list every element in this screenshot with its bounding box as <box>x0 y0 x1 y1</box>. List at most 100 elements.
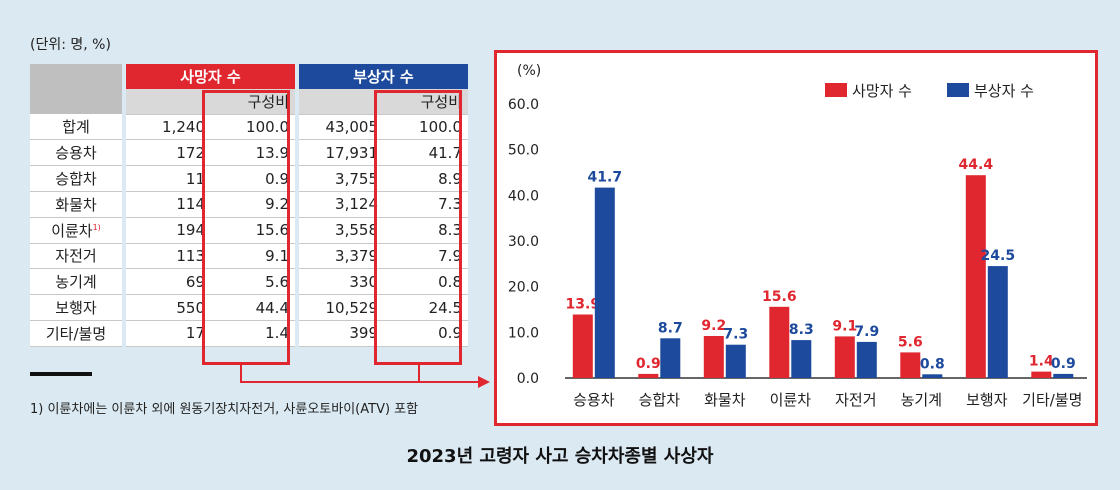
y-tick-label: 40.0 <box>508 188 539 204</box>
data-label-deaths: 5.6 <box>898 334 923 350</box>
arrow-right-icon <box>478 376 490 388</box>
table-row: 기타/불명 17 1.4 399 0.9 <box>30 320 468 347</box>
category-cell: 농기계 <box>30 268 122 296</box>
deaths-cell: 11 <box>126 165 211 192</box>
connector-line <box>240 381 480 383</box>
y-tick-label: 60.0 <box>508 97 539 113</box>
table-header-row: 사망자 수 부상자 수 <box>30 64 468 115</box>
data-label-deaths: 9.2 <box>701 318 726 334</box>
deaths-ratio-cell: 1.4 <box>211 320 295 347</box>
injuries-cell: 3,558 <box>299 217 384 244</box>
category-header <box>30 64 122 115</box>
deaths-cell: 1,240 <box>126 114 211 141</box>
bar-chart: (%) 0.0 10.0 20.0 30.0 40.0 50.0 60.0 13.9 41.7… <box>508 63 1087 409</box>
injuries-ratio-cell: 41.7 <box>384 139 468 167</box>
injuries-cell: 3,379 <box>299 243 384 270</box>
x-tick-label: 농기계 <box>901 391 942 409</box>
injuries-ratio-cell: 24.5 <box>384 294 468 321</box>
data-label-injuries: 8.3 <box>789 322 814 338</box>
data-label-deaths: 44.4 <box>959 157 994 173</box>
y-unit-label: (%) <box>517 63 541 79</box>
x-tick-label: 자전거 <box>835 391 876 409</box>
data-label-injuries: 0.9 <box>1051 356 1076 372</box>
injuries-ratio-cell: 100.0 <box>384 114 468 141</box>
deaths-ratio-cell: 9.1 <box>211 243 295 270</box>
injuries-cell: 43,005 <box>299 114 384 141</box>
chart-caption: 2023년 고령자 사고 승차차종별 사상자 <box>406 446 714 467</box>
deaths-cell: 172 <box>126 139 211 167</box>
bar-deaths <box>638 373 659 378</box>
category-cell: 승합차 <box>30 165 122 192</box>
unit-note: (단위: 명, %) <box>30 37 111 53</box>
bar-deaths <box>572 314 593 378</box>
bar-deaths <box>965 175 986 378</box>
deaths-ratio-cell: 100.0 <box>211 114 295 141</box>
x-tick-label: 기타/불명 <box>1022 391 1082 409</box>
deaths-cell: 550 <box>126 294 211 321</box>
data-label-deaths: 0.9 <box>636 356 661 372</box>
table-row: 승합차 11 0.9 3,755 8.9 <box>30 165 468 192</box>
y-tick-label: 30.0 <box>508 234 539 250</box>
injuries-cell: 3,124 <box>299 191 384 218</box>
x-tick-label: 승용차 <box>573 391 615 409</box>
data-label-injuries: 7.3 <box>723 327 748 343</box>
injuries-cell: 3,755 <box>299 165 384 192</box>
injuries-ratio-subheader: 구성비 <box>384 88 468 115</box>
data-label-deaths: 9.1 <box>832 318 857 334</box>
data-label-injuries: 0.8 <box>920 356 945 372</box>
footnote-marker: 1) <box>92 222 101 232</box>
footnote-rule <box>30 372 92 376</box>
category-cell: 화물차 <box>30 191 122 218</box>
data-label-injuries: 24.5 <box>981 248 1016 264</box>
category-cell: 합계 <box>30 114 122 141</box>
x-tick-label: 화물차 <box>704 391 746 409</box>
bar-deaths <box>769 306 790 378</box>
injuries-ratio-cell: 7.3 <box>384 191 468 218</box>
x-tick-label: 승합차 <box>639 391 681 409</box>
injuries-header: 부상자 수 <box>299 64 468 89</box>
injuries-cell: 399 <box>299 320 384 347</box>
bar-injuries <box>987 266 1008 378</box>
injuries-ratio-cell: 8.3 <box>384 217 468 244</box>
injuries-cell: 330 <box>299 268 384 296</box>
deaths-cell: 17 <box>126 320 211 347</box>
table-row: 이륜차1) 194 15.6 3,558 8.3 <box>30 217 468 244</box>
table-row: 합계 1,240 100.0 43,005 100.0 <box>30 114 468 141</box>
data-label-injuries: 7.9 <box>854 324 879 340</box>
deaths-ratio-cell: 9.2 <box>211 191 295 218</box>
y-tick-label: 20.0 <box>508 280 539 296</box>
bar-injuries <box>791 340 812 378</box>
x-tick-label: 이륜차 <box>770 391 812 409</box>
bar-injuries <box>660 338 681 378</box>
bar-deaths <box>900 352 921 378</box>
deaths-ratio-cell: 0.9 <box>211 165 295 192</box>
table-row: 농기계 69 5.6 330 0.8 <box>30 268 468 296</box>
bar-injuries <box>856 341 877 378</box>
category-cell: 보행자 <box>30 294 122 321</box>
casualty-table: 사망자 수 부상자 수 구성비 구성비 합계 1,240 100.0 43,005 10… <box>30 64 468 347</box>
y-tick-label: 50.0 <box>508 143 539 159</box>
category-cell: 승용차 <box>30 139 122 167</box>
connector-line <box>418 365 420 382</box>
table-row: 자전거 113 9.1 3,379 7.9 <box>30 243 468 270</box>
bar-injuries <box>725 344 746 378</box>
injuries-count-subheader <box>299 88 384 115</box>
legend-swatch-injuries <box>947 83 969 97</box>
footnote: 1) 이륜차에는 이륜차 외에 원동기장치자전거, 사륜오토바이(ATV) 포함 <box>30 402 419 417</box>
injuries-ratio-cell: 7.9 <box>384 243 468 270</box>
data-label-deaths: 13.9 <box>566 297 601 313</box>
y-tick-label: 10.0 <box>508 325 539 341</box>
injuries-ratio-cell: 0.8 <box>384 268 468 296</box>
data-label-deaths: 1.4 <box>1029 354 1054 370</box>
deaths-ratio-subheader: 구성비 <box>211 88 295 115</box>
legend-label-injuries: 부상자 수 <box>974 82 1034 100</box>
category-cell: 이륜차1) <box>30 217 122 244</box>
deaths-cell: 194 <box>126 217 211 244</box>
bar-deaths <box>703 336 724 378</box>
deaths-ratio-cell: 13.9 <box>211 139 295 167</box>
injuries-ratio-cell: 8.9 <box>384 165 468 192</box>
bar-deaths <box>834 336 855 378</box>
injuries-ratio-highlight <box>374 90 462 365</box>
data-label-deaths: 15.6 <box>762 289 797 305</box>
category-cell: 기타/불명 <box>30 320 122 347</box>
